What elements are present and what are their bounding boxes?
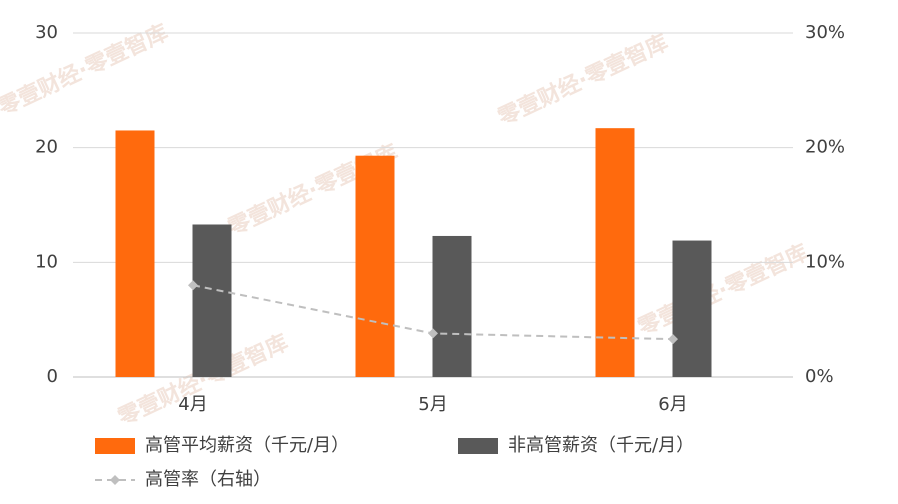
marker: [668, 334, 678, 345]
bar: [432, 235, 472, 377]
watermark: 零壹财经·零壹智库: [0, 19, 172, 121]
y2-tick-label: 20%: [805, 137, 845, 158]
x-tick-label: 5月: [418, 394, 447, 415]
legend-label: 高管率（右轴）: [145, 469, 271, 490]
y-tick-label: 0: [47, 366, 58, 387]
legend-marker: [110, 475, 120, 485]
bar: [595, 128, 635, 377]
x-tick-label: 4月: [178, 394, 207, 415]
legend-swatch: [458, 438, 498, 454]
bar: [192, 224, 232, 377]
x-tick-label: 6月: [658, 394, 687, 415]
y-tick-label: 30: [35, 22, 58, 43]
y2-tick-label: 0%: [805, 366, 834, 387]
y2-tick-label: 30%: [805, 22, 845, 43]
marker: [188, 280, 198, 291]
marker: [428, 328, 438, 339]
legend-label: 高管平均薪资（千元/月）: [145, 435, 349, 456]
bar: [672, 240, 712, 377]
y-tick-label: 10: [35, 251, 58, 272]
legend-swatch: [95, 438, 135, 454]
legend-label: 非高管薪资（千元/月）: [508, 435, 694, 456]
bar: [355, 155, 395, 377]
bar: [115, 130, 155, 377]
y2-tick-label: 10%: [805, 251, 845, 272]
watermark: 零壹财经·零壹智库: [493, 29, 672, 131]
y-tick-label: 20: [35, 137, 58, 158]
watermark: 零壹财经·零壹智库: [633, 239, 812, 341]
